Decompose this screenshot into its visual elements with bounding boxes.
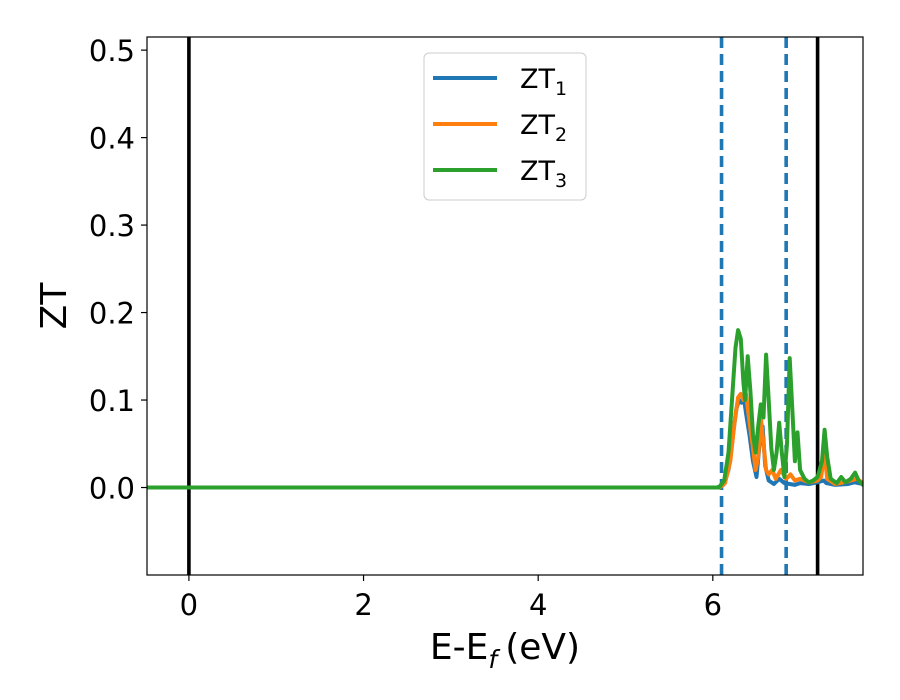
x-tick-label: 6 <box>704 588 722 622</box>
legend-box <box>423 52 587 201</box>
y-tick-label: 0.5 <box>89 34 135 68</box>
y-axis-ticks: 0.0 0.1 0.2 0.3 0.4 0.5 <box>89 34 147 506</box>
series-layer <box>147 328 863 490</box>
y-tick-label: 0.3 <box>89 209 135 243</box>
legend-label-zt2: ZT2 <box>520 110 567 146</box>
x-axis-label-unit: (eV) <box>505 627 580 668</box>
plot-frame <box>146 36 864 576</box>
x-axis-label-sub: f <box>488 645 500 674</box>
series-line-zt2 <box>147 391 863 490</box>
legend-entry-zt2: ZT2 <box>433 110 567 146</box>
legend-label-zt3: ZT3 <box>520 156 567 192</box>
legend-entry-zt1: ZT1 <box>433 64 567 100</box>
legend: ZT1 ZT2 ZT3 <box>423 52 587 201</box>
series-line-zt3 <box>147 328 863 490</box>
y-tick-label: 0.2 <box>89 297 135 331</box>
legend-label-zt1: ZT1 <box>520 64 567 100</box>
y-tick-label: 0.4 <box>89 122 135 156</box>
y-tick-label: 0.0 <box>89 472 135 506</box>
x-tick-label: 4 <box>529 588 547 622</box>
x-tick-label: 0 <box>180 588 198 622</box>
legend-entry-zt3: ZT3 <box>433 156 567 192</box>
x-axis-ticks: 0 2 4 6 <box>180 575 722 622</box>
x-axis-label-main: E-E <box>430 627 488 668</box>
x-tick-label: 2 <box>354 588 372 622</box>
y-tick-label: 0.1 <box>89 384 135 418</box>
x-axis-label: E-Ef (eV) <box>430 627 580 674</box>
y-axis-label: ZT <box>34 282 75 330</box>
